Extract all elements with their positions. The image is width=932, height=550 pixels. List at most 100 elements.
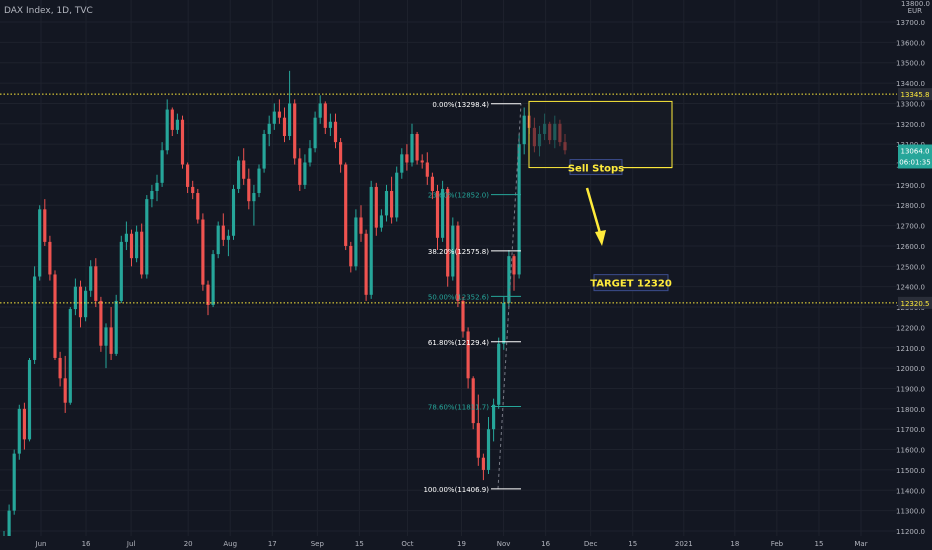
candle-body: [267, 123, 271, 134]
time-tick-label: Aug: [223, 540, 237, 548]
candle-body: [390, 190, 394, 218]
sell-stops-label-bg: [569, 159, 623, 176]
level-tag: 12320.5: [901, 300, 930, 308]
candles-layer: [2, 70, 567, 550]
candle-body: [364, 233, 368, 295]
time-tick-label: 15: [628, 540, 637, 548]
candle-body: [33, 276, 37, 360]
time-tick-label: 16: [82, 540, 91, 548]
candle-body: [441, 188, 445, 238]
candle-body: [435, 190, 440, 238]
price-tick-label: 12200.0: [896, 324, 925, 332]
candle-body: [410, 133, 414, 163]
target-label-bg: [593, 274, 669, 292]
fib-level-label: 78.60%(11811.7): [428, 403, 489, 411]
candle-body: [27, 359, 32, 440]
candle-body: [344, 164, 348, 246]
price-tick-label: 13500.0: [896, 60, 925, 68]
time-tick-label: 15: [355, 540, 364, 548]
candle-body: [94, 266, 98, 301]
candle-body: [384, 190, 389, 216]
candle-body: [129, 233, 134, 259]
price-tick-label: 12600.0: [896, 243, 925, 251]
time-axis[interactable]: Jun 16 Jul 20 Aug 17 Sep 15 Oct 19 Nov 16 Dec 15 2021 1…: [0, 536, 932, 550]
candle-body: [237, 160, 241, 189]
candle-body: [22, 408, 26, 440]
candle-body: [277, 111, 281, 118]
candle-body: [517, 144, 521, 275]
candle-body: [415, 133, 419, 161]
candle-body: [58, 357, 62, 379]
time-tick-label: Nov: [497, 540, 511, 548]
countdown-tag: 06:01:35: [899, 158, 930, 166]
time-tick-label: 20: [184, 540, 193, 548]
candle-body: [359, 217, 363, 234]
price-tick-label: 11800.0: [896, 406, 925, 414]
candle-body: [476, 423, 480, 458]
candle-body: [196, 193, 200, 220]
price-tick-label: 13400.0: [896, 80, 925, 88]
candle-body: [446, 188, 450, 277]
price-tick-label: 11200.0: [896, 528, 925, 536]
candle-body: [252, 193, 256, 202]
candle-body: [170, 109, 174, 130]
price-tick-label: 12900.0: [896, 182, 925, 190]
candle-body: [369, 186, 373, 295]
level-tag: 13345.8: [901, 91, 930, 99]
candle-body: [43, 209, 47, 242]
level-tag-bg: [898, 88, 932, 101]
candle-body: [38, 209, 42, 277]
candle-body: [425, 162, 429, 177]
candle-body: [349, 245, 353, 267]
time-tick-label: Feb: [771, 540, 784, 548]
candle-body: [89, 266, 93, 291]
price-tick-label: 12100.0: [896, 345, 925, 353]
candle-body: [456, 225, 460, 301]
candle-body: [313, 117, 317, 149]
chart-title: DAX Index, 1D, TVC: [4, 6, 93, 16]
candle-body: [333, 121, 338, 143]
candle-body: [430, 176, 434, 191]
fib-level-label: 38.20%(12575.8): [428, 248, 489, 256]
price-tick-label: 13300.0: [896, 100, 925, 108]
fib-level-label: 100.00%(11406.9): [423, 486, 489, 494]
candle-body: [135, 231, 139, 259]
time-tick-label: Dec: [584, 540, 598, 548]
candle-body: [155, 182, 159, 191]
price-tick-label: 13600.0: [896, 39, 925, 47]
candle-body: [119, 241, 123, 301]
candle-body: [104, 327, 108, 346]
candle-body: [282, 117, 287, 137]
candle-body: [160, 150, 164, 183]
time-tick-label: 15: [814, 540, 823, 548]
candle-body: [492, 404, 496, 430]
last-price-tag-bg: [898, 144, 932, 169]
price-tick-label: 12500.0: [896, 263, 925, 271]
price-tick-label: 12400.0: [896, 284, 925, 292]
candle-body: [150, 190, 154, 200]
candle-body: [308, 148, 312, 163]
candle-body: [165, 109, 169, 151]
candle-body: [221, 225, 225, 240]
price-tick-label: 11400.0: [896, 487, 925, 495]
candle-body: [109, 327, 113, 354]
candle-body: [186, 164, 190, 187]
price-tick-label: 11600.0: [896, 447, 925, 455]
candle-body: [339, 142, 343, 165]
price-tick-label: 11700.0: [896, 426, 925, 434]
candle-body: [272, 111, 276, 124]
last-price-tag: 13064.0: [901, 147, 930, 155]
candle-body: [12, 453, 16, 511]
candle-body: [405, 154, 409, 163]
candle-body: [63, 378, 67, 403]
candle-body: [191, 186, 195, 194]
price-tick-label: 13200.0: [896, 121, 925, 129]
candle-body: [211, 254, 215, 306]
candle-body: [140, 231, 144, 275]
time-axis-bg: [0, 536, 932, 550]
candle-body: [73, 286, 77, 310]
candle-body: [293, 103, 297, 159]
